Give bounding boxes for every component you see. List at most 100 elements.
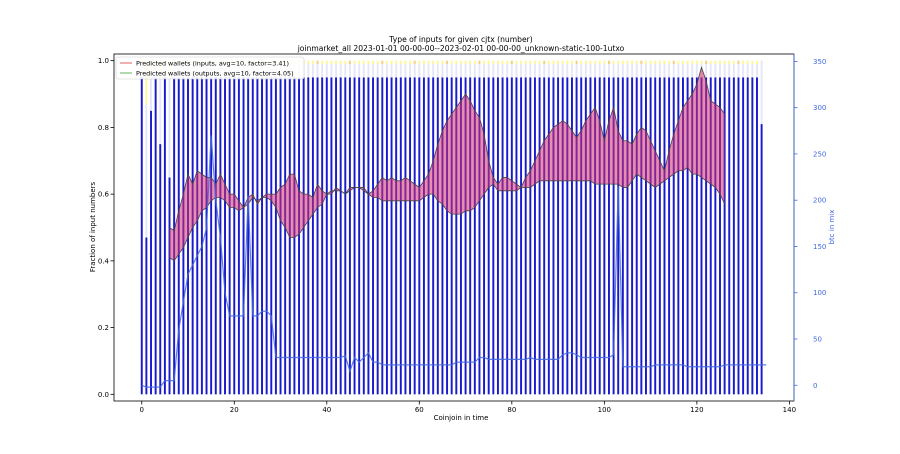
- bar-segment-mid: [348, 64, 351, 78]
- bar-segment-mid: [492, 64, 495, 78]
- bar-group: [728, 60, 731, 395]
- bar-segment-top: [663, 60, 666, 65]
- bar-segment-mid: [464, 64, 467, 78]
- bar-segment-mid: [409, 64, 412, 78]
- bar-segment-base: [686, 77, 689, 395]
- bar-segment-top: [311, 60, 314, 65]
- bar-group: [746, 60, 749, 395]
- bar-segment-top: [339, 60, 342, 65]
- bar-group: [478, 60, 481, 395]
- bar-segment-top: [672, 60, 675, 65]
- y-right-tick-label: 350: [813, 58, 826, 66]
- bar-group: [395, 60, 398, 395]
- bar-segment-mid: [677, 64, 680, 78]
- bar-segment-top: [487, 60, 490, 65]
- bar-group: [524, 60, 527, 395]
- bar-segment-mid: [557, 64, 560, 78]
- bar-group: [432, 60, 435, 395]
- bar-segment-base: [321, 77, 324, 395]
- bar-segment-mid: [728, 64, 731, 78]
- bar-segment-base: [520, 77, 523, 395]
- bar-segment-top: [737, 60, 740, 65]
- bar-segment-mid: [381, 64, 384, 78]
- bar-segment-top: [390, 60, 393, 65]
- bar-segment-mid: [436, 64, 439, 78]
- bar-segment-mid: [311, 64, 314, 78]
- bar-segment-mid: [594, 64, 597, 78]
- bar-segment-base: [455, 77, 458, 395]
- bar-group: [210, 60, 213, 395]
- bar-group: [251, 60, 254, 395]
- bar-segment-mid: [145, 104, 148, 238]
- bar-segment-base: [575, 77, 578, 395]
- bar-group: [552, 60, 555, 395]
- bar-group: [510, 60, 513, 395]
- bar-segment-mid: [621, 64, 624, 78]
- bar-group: [321, 60, 324, 395]
- bar-group: [719, 60, 721, 395]
- bar-segment-top: [621, 60, 624, 65]
- bar-segment-base: [372, 77, 375, 395]
- bar-segment-base: [723, 77, 726, 395]
- bar-segment-base: [709, 77, 712, 395]
- bar-group: [335, 60, 338, 395]
- bar-segment-base: [635, 77, 638, 395]
- bar-segment-base: [339, 77, 342, 395]
- bar-segment-mid: [321, 64, 324, 78]
- bar-group: [723, 60, 726, 395]
- bar-segment-base: [154, 77, 157, 395]
- bar-group: [311, 60, 314, 395]
- bar-segment-base: [367, 77, 370, 395]
- y-tick-label: 0.8: [98, 124, 109, 132]
- bar-group: [663, 60, 666, 395]
- bar-segment-mid: [316, 64, 319, 78]
- bar-segment-mid: [510, 64, 513, 78]
- bar-group: [367, 60, 370, 395]
- bar-segment-mid: [756, 64, 758, 78]
- bar-segment-base: [418, 77, 421, 395]
- y-right-tick-label: 0: [813, 382, 817, 390]
- bar-segment-base: [210, 77, 213, 395]
- bar-segment-top: [561, 60, 564, 65]
- bar-segment-base: [168, 177, 171, 395]
- bar-group: [756, 60, 758, 395]
- bar-segment-mid: [150, 77, 152, 111]
- bar-segment-base: [450, 77, 453, 395]
- bar-segment-mid: [719, 64, 721, 78]
- bar-segment-base: [325, 77, 328, 395]
- bar-segment-mid: [732, 64, 735, 78]
- bar-group: [714, 60, 717, 395]
- bar-segment-top: [307, 60, 310, 65]
- bar-segment-top: [436, 60, 439, 65]
- bar-segment-top: [575, 60, 578, 65]
- y-tick-label: 0.6: [98, 191, 110, 199]
- y-right-tick-label: 250: [813, 150, 826, 158]
- bar-segment-top: [570, 60, 573, 65]
- bar-group: [441, 60, 444, 395]
- bar-segment-base: [335, 77, 338, 395]
- bar-group: [140, 60, 143, 395]
- bar-segment-top: [358, 60, 361, 65]
- bar-group: [732, 60, 735, 395]
- bar-segment-top: [385, 60, 388, 65]
- bar-segment-mid: [654, 64, 657, 78]
- bar-segment-top: [547, 60, 550, 65]
- bar-segment-base: [196, 77, 199, 395]
- bar-segment-base: [316, 77, 319, 395]
- bar-segment-mid: [427, 64, 430, 78]
- bar-segment-top: [422, 60, 425, 65]
- bar-segment-mid: [649, 64, 652, 78]
- bar-segment-mid: [682, 64, 684, 78]
- bar-segment-base: [270, 77, 273, 395]
- bar-group: [654, 60, 657, 395]
- bar-segment-mid: [325, 64, 328, 78]
- bar-segment-top: [543, 60, 546, 65]
- bar-segment-base: [626, 77, 629, 395]
- bar-segment-base: [256, 77, 259, 395]
- bar-segment-mid: [561, 64, 564, 78]
- bar-segment-mid: [339, 64, 342, 78]
- bar-group: [279, 60, 282, 395]
- bar-segment-base: [302, 77, 305, 395]
- bar-segment-mid: [705, 64, 708, 78]
